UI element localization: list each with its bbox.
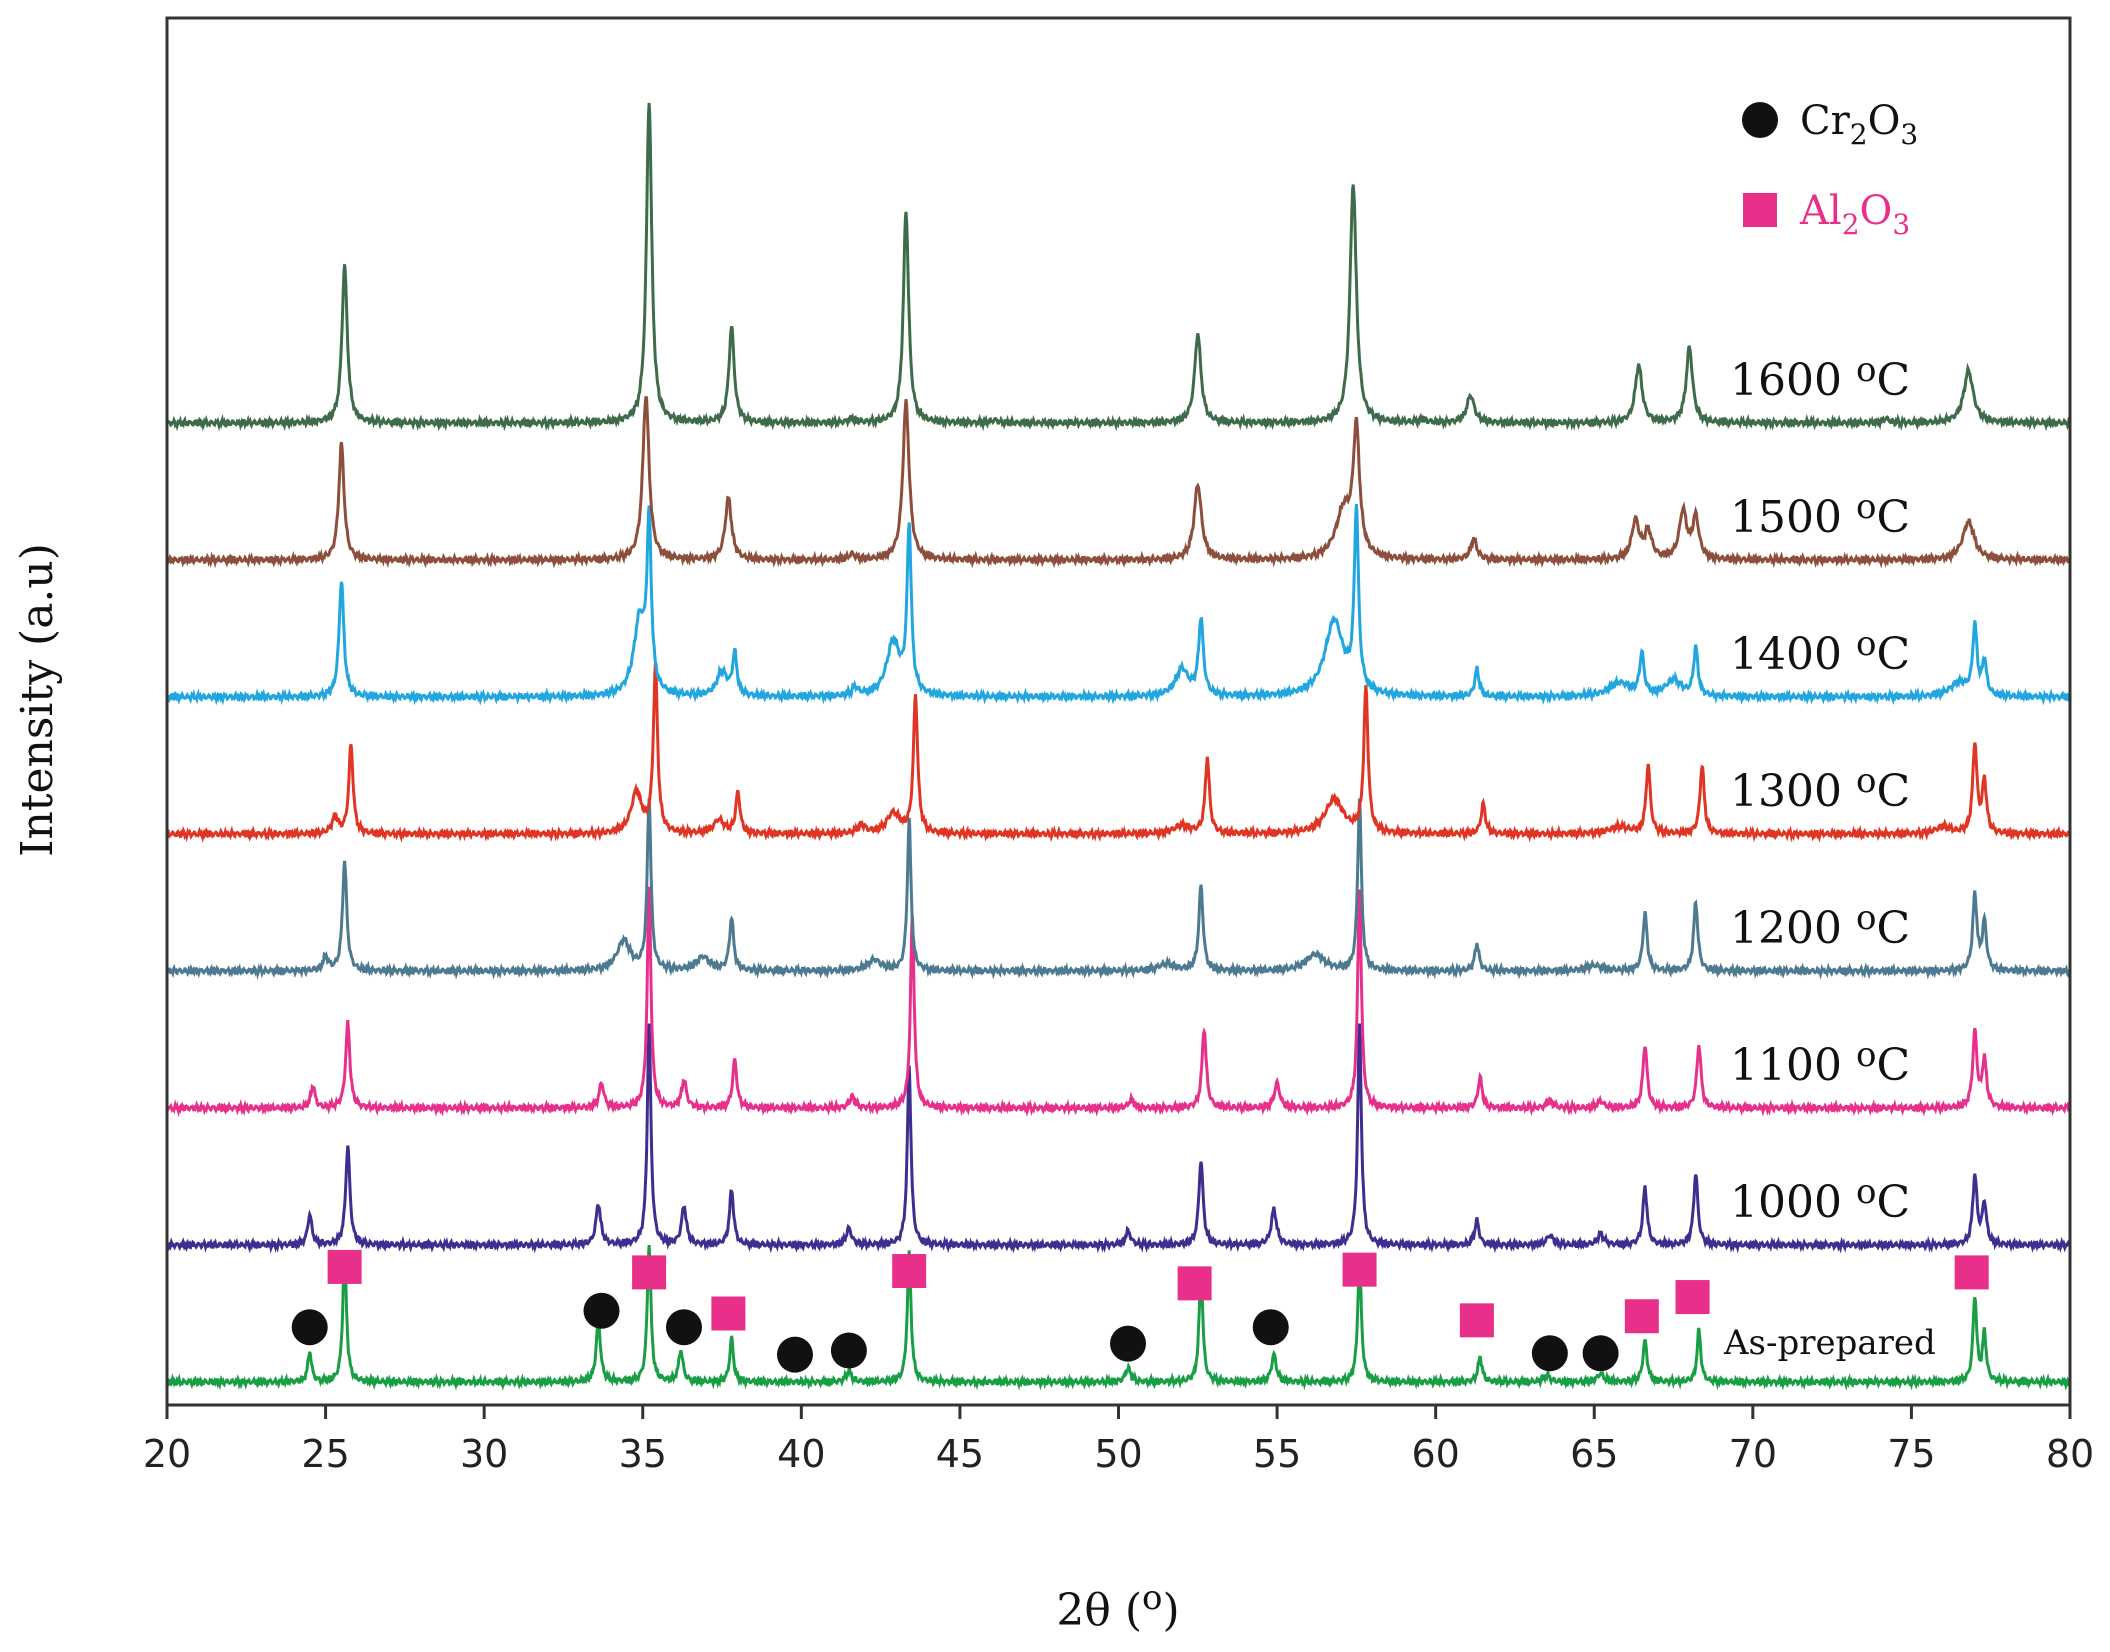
x-tick-label: 70 <box>1729 1432 1777 1476</box>
x-tick-label: 40 <box>777 1432 825 1476</box>
legend: Cr2O3 Al2O3 <box>1742 98 1918 241</box>
series-label: As-prepared <box>1723 1323 1936 1363</box>
x-axis-title: 2θ (o) <box>1056 1578 1179 1636</box>
al2o3-marker <box>327 1249 362 1284</box>
x-tick-label: 55 <box>1253 1432 1301 1476</box>
al2o3-marker <box>1342 1252 1377 1287</box>
x-tick-label: 65 <box>1570 1432 1618 1476</box>
cr2o3-marker <box>1110 1325 1147 1362</box>
series-label: 1300 oC <box>1730 761 1910 817</box>
y-axis-title-text: Intensity (a.u) <box>12 543 63 857</box>
series-line-1600-oC <box>165 102 2071 432</box>
x-tick-label: 30 <box>460 1432 508 1476</box>
y-axis-title: Intensity (a.u) <box>12 543 63 857</box>
x-axis: 20 25 30 35 40 45 50 55 60 65 70 75 80 <box>143 1405 2094 1476</box>
al2o3-marker <box>632 1255 667 1290</box>
al2o3-marker <box>711 1296 746 1331</box>
series-line-As-prepared <box>166 1245 2072 1391</box>
x-tick-label: 60 <box>1411 1432 1459 1476</box>
x-tick-label: 45 <box>936 1432 984 1476</box>
al2o3-marker <box>1177 1266 1212 1301</box>
plot-area: As-prepared 1000 oC 1100 oC 1200 oC 1300 oC 1… <box>165 102 2072 1391</box>
series-label: 1400 oC <box>1730 624 1910 680</box>
al2o3-marker <box>892 1254 927 1289</box>
legend-label: Al2O3 <box>1799 188 1910 241</box>
series-label: 1100 oC <box>1730 1035 1910 1091</box>
cr2o3-marker <box>665 1309 702 1346</box>
x-tick-label: 50 <box>1094 1432 1142 1476</box>
cr2o3-marker <box>1252 1309 1289 1346</box>
series-line-1100-oC <box>166 886 2071 1118</box>
x-tick-label: 20 <box>143 1432 191 1476</box>
series-line-1000-oC <box>165 1023 2072 1254</box>
series-line-1300-oC <box>165 663 2071 844</box>
al2o3-marker <box>1624 1299 1659 1334</box>
series-label: 1500 oC <box>1730 487 1910 543</box>
x-tick-label: 75 <box>1887 1432 1935 1476</box>
legend-label: Cr2O3 <box>1800 98 1918 151</box>
legend-cr2o3-marker <box>1742 102 1778 138</box>
al2o3-marker <box>1954 1255 1989 1290</box>
series-line-1200-oC <box>165 798 2072 980</box>
al2o3-marker <box>1459 1303 1494 1338</box>
x-tick-label: 35 <box>619 1432 667 1476</box>
legend-al2o3-marker <box>1743 193 1777 227</box>
cr2o3-marker <box>291 1309 328 1346</box>
cr2o3-marker <box>1531 1335 1568 1372</box>
al2o3-marker <box>1675 1280 1710 1315</box>
cr2o3-marker <box>583 1292 620 1329</box>
series-label: 1600 oC <box>1730 350 1910 406</box>
cr2o3-marker <box>776 1336 813 1373</box>
series-line-1500-oC <box>166 395 2072 569</box>
series-label: 1200 oC <box>1730 898 1910 954</box>
cr2o3-marker <box>1582 1335 1619 1372</box>
x-tick-label: 80 <box>2046 1432 2094 1476</box>
cr2o3-marker <box>830 1332 867 1369</box>
series-line-1400-oC <box>166 504 2072 706</box>
series-label: 1000 oC <box>1730 1172 1910 1228</box>
x-tick-label: 25 <box>301 1432 349 1476</box>
